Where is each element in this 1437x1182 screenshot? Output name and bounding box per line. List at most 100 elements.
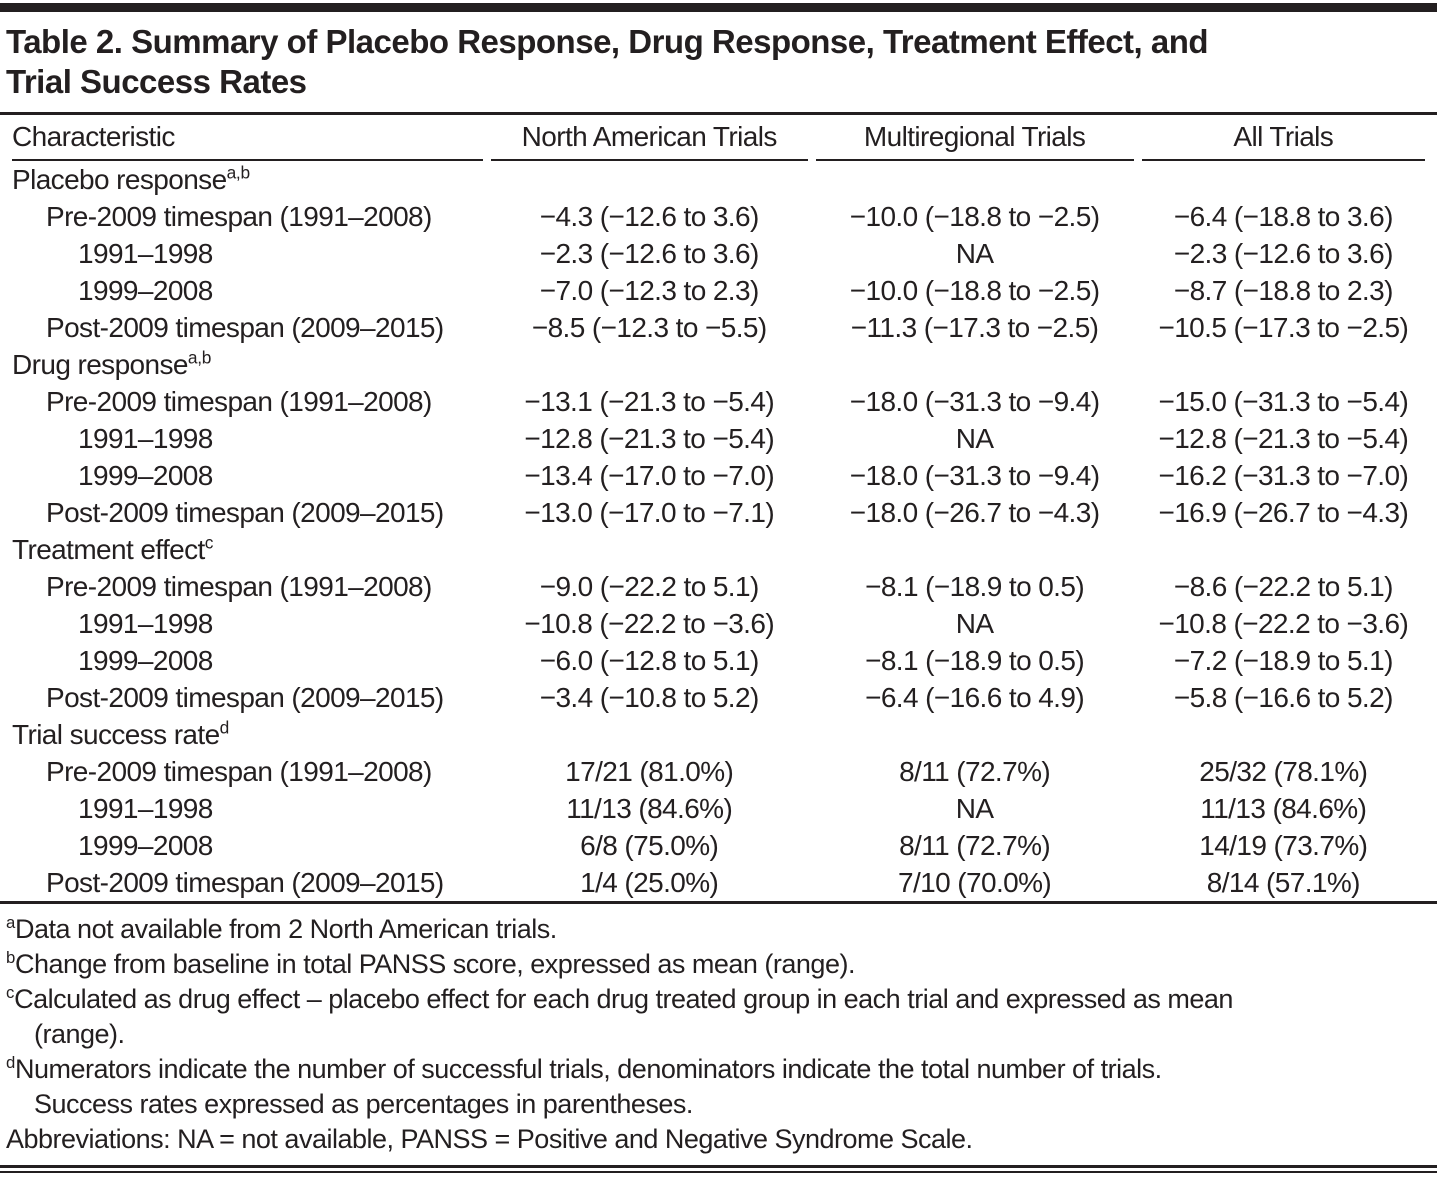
cell-value: −13.1 (−21.3 to −5.4) [524, 385, 775, 417]
column-header-multiregional-trials: Multiregional Trials [815, 115, 1134, 161]
cell-value: −6.4 (−18.8 to 3.6) [1173, 200, 1394, 232]
row-label: Pre-2009 timespan (1991–2008) [46, 755, 432, 787]
row-label: Pre-2009 timespan (1991–2008) [46, 570, 432, 602]
row-label: 1999–2008 [78, 644, 213, 676]
cell-value: NA [955, 237, 994, 269]
cell-value: 7/10 (70.0%) [898, 866, 1052, 898]
table-body: Placebo responsea,b Pre-2009 timespan (19… [12, 161, 1425, 901]
cell-value: −18.0 (−31.3 to −9.4) [849, 385, 1100, 417]
table-row: 1999–2008 −13.4 (−17.0 to −7.0) −18.0 (−31… [12, 457, 1425, 494]
cell-value: −18.0 (−26.7 to −4.3) [849, 496, 1100, 528]
footnote-marker: d [219, 717, 230, 738]
cell-value: −18.0 (−31.3 to −9.4) [849, 459, 1100, 491]
row-label: Post-2009 timespan (2009–2015) [46, 681, 444, 713]
row-label: 1999–2008 [78, 459, 213, 491]
table-row: 1991–1998 11/13 (84.6%) NA 11/13 (84.6%) [12, 790, 1425, 827]
abbreviations-block: Abbreviations: NA = not available, PANSS… [0, 1122, 1437, 1157]
footnote-line: aData not available from 2 North America… [6, 913, 557, 944]
cell-value: −4.3 (−12.6 to 3.6) [539, 200, 760, 232]
table-row: Post-2009 timespan (2009–2015) −13.0 (−17… [12, 494, 1425, 531]
cell-value: NA [955, 422, 994, 454]
table-row: Post-2009 timespan (2009–2015) 1/4 (25.0%… [12, 864, 1425, 901]
section-label: Placebo responsea,b [12, 161, 1425, 198]
table-title-line-1: Table 2. Summary of Placebo Response, Dr… [6, 23, 1209, 60]
cell-value: 25/32 (78.1%) [1199, 755, 1368, 787]
footnote-line: dNumerators indicate the number of succe… [6, 1053, 1162, 1084]
cell-value: −8.1 (−18.9 to 0.5) [865, 644, 1085, 676]
table-title-line-2: Trial Success Rates [6, 63, 307, 100]
table-row: 1991–1998 −10.8 (−22.2 to −3.6) NA −10.8 (−… [12, 605, 1425, 642]
row-label: 1991–1998 [78, 792, 213, 824]
cell-value: −16.2 (−31.3 to −7.0) [1158, 459, 1409, 491]
table-row: 1991–1998 −2.3 (−12.6 to 3.6) NA −2.3 (−12.… [12, 235, 1425, 272]
section-label: Drug responsea,b [12, 346, 1425, 383]
row-label: 1991–1998 [78, 237, 213, 269]
cell-value: −5.8 (−16.6 to 5.2) [1173, 681, 1394, 713]
cell-value: −16.9 (−26.7 to −4.3) [1158, 496, 1409, 528]
footnote-marker: a,b [226, 162, 251, 183]
table-section-row: Drug responsea,b [12, 346, 1425, 383]
section-label-text: Trial success rate [12, 718, 220, 750]
cell-value: 11/13 (84.6%) [566, 792, 733, 824]
table-section-row: Treatment effectc [12, 531, 1425, 568]
cell-value: −10.8 (−22.2 to −3.6) [1158, 607, 1409, 639]
cell-value: −8.7 (−18.8 to 2.3) [1173, 274, 1394, 306]
cell-value: −7.0 (−12.3 to 2.3) [539, 274, 760, 306]
cell-value: −6.4 (−16.6 to 4.9) [865, 681, 1085, 713]
cell-value: −10.0 (−18.8 to −2.5) [849, 274, 1100, 306]
cell-value: −10.5 (−17.3 to −2.5) [1158, 311, 1409, 343]
header-row: Characteristic North American Trials Mul… [12, 115, 1425, 161]
cell-value: −6.0 (−12.8 to 5.1) [539, 644, 760, 676]
cell-value: −2.3 (−12.6 to 3.6) [539, 237, 760, 269]
column-header-all-trials: All Trials [1141, 115, 1425, 161]
row-label: 1999–2008 [78, 274, 213, 306]
table-row: Pre-2009 timespan (1991–2008) −4.3 (−12.6… [12, 198, 1425, 235]
table-row: 1999–2008 −6.0 (−12.8 to 5.1) −8.1 (−18.9 … [12, 642, 1425, 679]
table-section-row: Trial success rated [12, 716, 1425, 753]
data-table-wrapper: Characteristic North American Trials Mul… [0, 112, 1437, 904]
cell-value: −10.8 (−22.2 to −3.6) [524, 607, 775, 639]
row-label: 1999–2008 [78, 829, 213, 861]
cell-value: 6/8 (75.0%) [580, 829, 719, 861]
section-label-text: Treatment effect [12, 533, 205, 565]
row-label: 1991–1998 [78, 607, 213, 639]
cell-value: −3.4 (−10.8 to 5.2) [539, 681, 760, 713]
row-label: Pre-2009 timespan (1991–2008) [46, 385, 432, 417]
column-header-north-american-trials: North American Trials [490, 115, 808, 161]
footnote-line: cCalculated as drug effect – placebo eff… [6, 983, 1233, 1014]
footnote-marker: a [6, 913, 16, 932]
footnote-marker: d [6, 1053, 16, 1072]
cell-value: −8.5 (−12.3 to −5.5) [531, 311, 767, 343]
abbreviations-line: Abbreviations: NA = not available, PANSS… [6, 1124, 973, 1154]
row-label: Post-2009 timespan (2009–2015) [46, 311, 444, 343]
row-label: Post-2009 timespan (2009–2015) [46, 496, 444, 528]
table-section-row: Placebo responsea,b [12, 161, 1425, 198]
cell-value: 11/13 (84.6%) [1200, 792, 1367, 824]
cell-value: −8.1 (−18.9 to 0.5) [865, 570, 1085, 602]
table-row: Pre-2009 timespan (1991–2008) 17/21 (81.0… [12, 753, 1425, 790]
cell-value: −10.0 (−18.8 to −2.5) [849, 200, 1100, 232]
table-row: 1999–2008 −7.0 (−12.3 to 2.3) −10.0 (−18.8… [12, 272, 1425, 309]
footnote-line: bChange from baseline in total PANSS sco… [6, 948, 855, 979]
table-row: 1999–2008 6/8 (75.0%) 8/11 (72.7%) 14/19 (7… [12, 827, 1425, 864]
cell-value: NA [955, 607, 994, 639]
column-header-characteristic: Characteristic [12, 115, 483, 161]
row-label: Pre-2009 timespan (1991–2008) [46, 200, 432, 232]
cell-value: −12.8 (−21.3 to −5.4) [524, 422, 775, 454]
cell-value: 8/11 (72.7%) [899, 755, 1051, 787]
cell-value: 1/4 (25.0%) [580, 866, 719, 898]
cell-value: NA [955, 792, 994, 824]
bottom-double-rule [0, 1165, 1437, 1173]
cell-value: 17/21 (81.0%) [565, 755, 734, 787]
table-row: Pre-2009 timespan (1991–2008) −9.0 (−22.2… [12, 568, 1425, 605]
cell-value: −15.0 (−31.3 to −5.4) [1158, 385, 1409, 417]
footnote-line: Success rates expressed as percentages i… [34, 1089, 693, 1119]
table-title: Table 2. Summary of Placebo Response, Dr… [0, 12, 1437, 110]
table-row: 1991–1998 −12.8 (−21.3 to −5.4) NA −12.8 (−… [12, 420, 1425, 457]
section-label: Trial success rated [12, 716, 1425, 753]
section-label-text: Drug response [12, 348, 188, 380]
cell-value: −7.2 (−18.9 to 5.1) [1173, 644, 1394, 676]
cell-value: −9.0 (−22.2 to 5.1) [539, 570, 760, 602]
cell-value: 8/14 (57.1%) [1206, 866, 1361, 898]
